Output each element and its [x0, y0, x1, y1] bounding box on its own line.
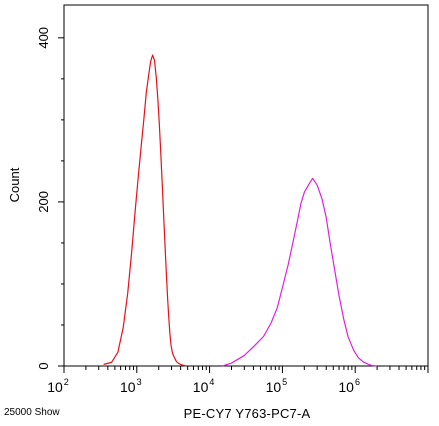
x-tick-label: 102: [47, 377, 69, 395]
plot-frame: [63, 4, 429, 367]
histogram-series-2: [222, 177, 378, 367]
series-layer: [103, 54, 378, 367]
x-tick-label: 106: [338, 377, 360, 395]
x-tick-label: 105: [266, 377, 288, 395]
y-axis-title: Count: [7, 167, 22, 202]
x-tick-label: 104: [193, 377, 215, 395]
x-tick-label: 103: [120, 377, 142, 395]
x-axis: 102 103 104 105 106: [47, 366, 429, 395]
x-axis-title: PE-CY7 Y763-PC7-A: [184, 406, 311, 421]
y-tick-label: 0: [36, 362, 51, 369]
y-tick-label: 200: [36, 191, 51, 213]
event-count-note: 25000 Show: [4, 407, 60, 418]
y-tick-label: 400: [36, 27, 51, 49]
y-axis: 0 200 400: [36, 27, 64, 370]
histogram-series-1: [103, 54, 187, 367]
